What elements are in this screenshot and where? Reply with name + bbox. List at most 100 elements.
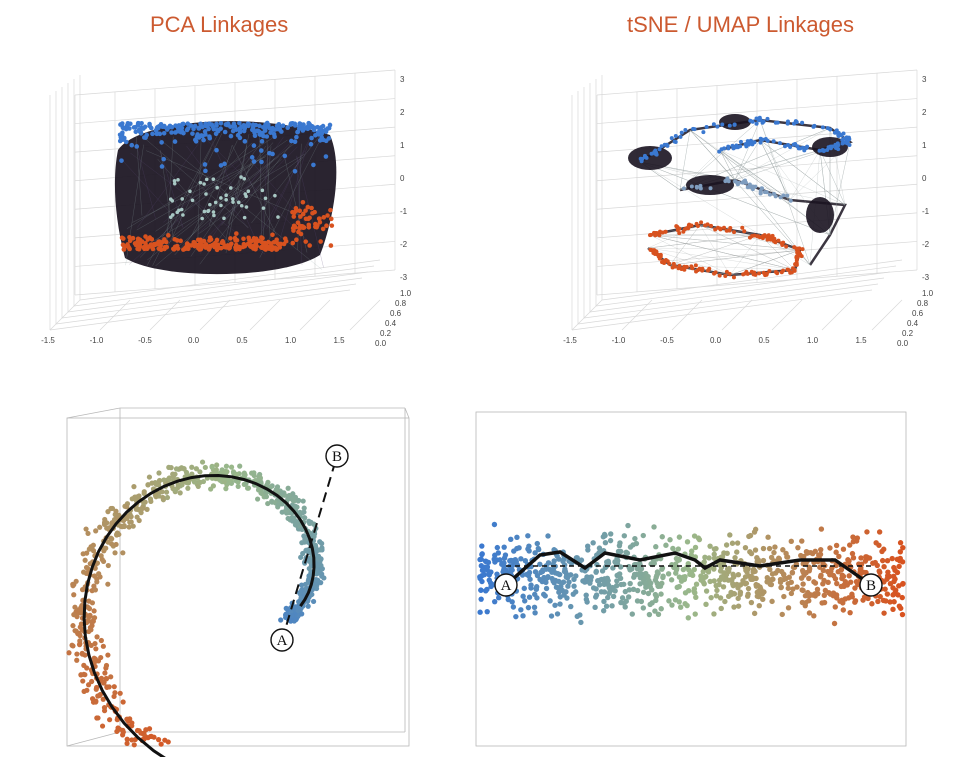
strip-point bbox=[593, 594, 599, 600]
pca-point-orange bbox=[251, 245, 256, 250]
strip-point bbox=[692, 590, 698, 596]
roll-point bbox=[177, 465, 183, 472]
tsne-link-edge bbox=[719, 149, 791, 201]
strip-point bbox=[602, 540, 609, 546]
roll-point bbox=[129, 720, 135, 726]
pca-point-green bbox=[168, 215, 173, 219]
strip-point bbox=[674, 584, 680, 591]
pca-point-blue bbox=[237, 126, 242, 132]
strip-point bbox=[680, 566, 687, 573]
roll-point bbox=[98, 637, 104, 644]
tsne-point-blue bbox=[791, 142, 796, 147]
tsne-link-edge bbox=[639, 161, 831, 236]
roll-point bbox=[223, 463, 230, 469]
roll-point bbox=[159, 489, 165, 495]
strip-point bbox=[691, 586, 698, 592]
roll-point bbox=[141, 489, 147, 495]
tsne-dark-cluster bbox=[686, 175, 734, 195]
strip-point bbox=[760, 557, 767, 564]
tsne-umap-linkages-title: tSNE / UMAP Linkages bbox=[627, 12, 855, 37]
tsne-point-orange bbox=[709, 223, 714, 228]
tsne-link-edge bbox=[759, 139, 791, 201]
pca-point-blue bbox=[159, 164, 165, 169]
pca-point-blue bbox=[242, 126, 248, 131]
strip-point bbox=[541, 591, 547, 598]
strip-point bbox=[727, 532, 733, 538]
pca-point-orange bbox=[201, 238, 207, 244]
strip-point bbox=[857, 569, 863, 576]
pca-point-blue bbox=[265, 122, 271, 128]
strip-point bbox=[653, 544, 659, 550]
pca-point-blue bbox=[124, 123, 130, 128]
strip-geodesic-path bbox=[504, 550, 872, 587]
roll-point bbox=[89, 696, 96, 702]
tsne-point-orange bbox=[723, 274, 728, 279]
strip-point bbox=[820, 567, 826, 574]
strip-point bbox=[571, 583, 577, 589]
pca-point-orange bbox=[328, 216, 334, 222]
strip-point bbox=[840, 573, 847, 580]
roll-point bbox=[300, 498, 306, 504]
pca-point-blue bbox=[277, 125, 282, 131]
pca-point-orange bbox=[300, 211, 306, 217]
strip-point bbox=[615, 548, 622, 555]
roll-point bbox=[71, 592, 77, 598]
roll-point bbox=[310, 521, 317, 527]
pca-point-blue bbox=[279, 129, 284, 134]
pca-point-blue bbox=[282, 153, 288, 159]
strip-point bbox=[886, 573, 893, 580]
pca-point-blue bbox=[300, 128, 306, 133]
grid-line bbox=[249, 299, 281, 331]
strip-point bbox=[884, 591, 891, 597]
roll-point bbox=[112, 550, 118, 556]
tsne-point-blue bbox=[828, 127, 833, 132]
roll-point bbox=[85, 682, 92, 688]
tsne-point-orange bbox=[792, 267, 797, 272]
roll-point bbox=[97, 524, 103, 530]
grid-line bbox=[577, 283, 879, 325]
tsne-point-blue bbox=[760, 137, 765, 142]
strip-point bbox=[484, 564, 491, 570]
strip-point bbox=[485, 559, 492, 566]
strip-point bbox=[520, 593, 526, 599]
strip-point bbox=[879, 557, 886, 564]
tsne-point-orange bbox=[679, 266, 684, 271]
strip-point bbox=[670, 545, 676, 552]
tsne-point-orange bbox=[788, 270, 793, 275]
strip-point bbox=[626, 587, 633, 593]
strip-point bbox=[756, 603, 762, 609]
pca-point-orange bbox=[236, 244, 242, 250]
strip-point bbox=[535, 546, 542, 553]
strip-point bbox=[821, 599, 828, 606]
strip-point bbox=[613, 582, 620, 589]
tsne-point-blue bbox=[642, 153, 647, 158]
grid-line bbox=[67, 271, 369, 313]
pca-point-green bbox=[212, 213, 216, 218]
tsne-link-edge bbox=[647, 247, 731, 276]
pca-point-green bbox=[200, 216, 204, 221]
z-tick-label: 1 bbox=[922, 141, 927, 150]
strip-point bbox=[865, 595, 871, 602]
strip-point bbox=[849, 550, 856, 557]
pca-point-blue bbox=[218, 126, 223, 131]
pca-link-edge bbox=[262, 144, 269, 229]
roll-point bbox=[143, 727, 149, 733]
strip-point bbox=[746, 533, 752, 540]
roll-point bbox=[72, 604, 78, 610]
strip-point bbox=[701, 581, 707, 587]
pca-point-orange bbox=[325, 213, 330, 218]
strip-point bbox=[632, 535, 638, 542]
pca-link-edge bbox=[135, 129, 249, 228]
strip-point bbox=[778, 584, 784, 590]
roll-point bbox=[73, 578, 79, 584]
roll-point bbox=[255, 496, 261, 502]
strip-point bbox=[833, 542, 840, 549]
pca-point-blue bbox=[306, 125, 311, 131]
pca-point-green bbox=[228, 186, 233, 190]
tsne-link-edge bbox=[729, 234, 761, 276]
strip-point bbox=[543, 566, 549, 572]
strip-point bbox=[685, 615, 692, 621]
tsne-link-edge bbox=[789, 149, 821, 201]
pca-point-blue bbox=[155, 131, 160, 136]
data-points bbox=[66, 115, 906, 748]
